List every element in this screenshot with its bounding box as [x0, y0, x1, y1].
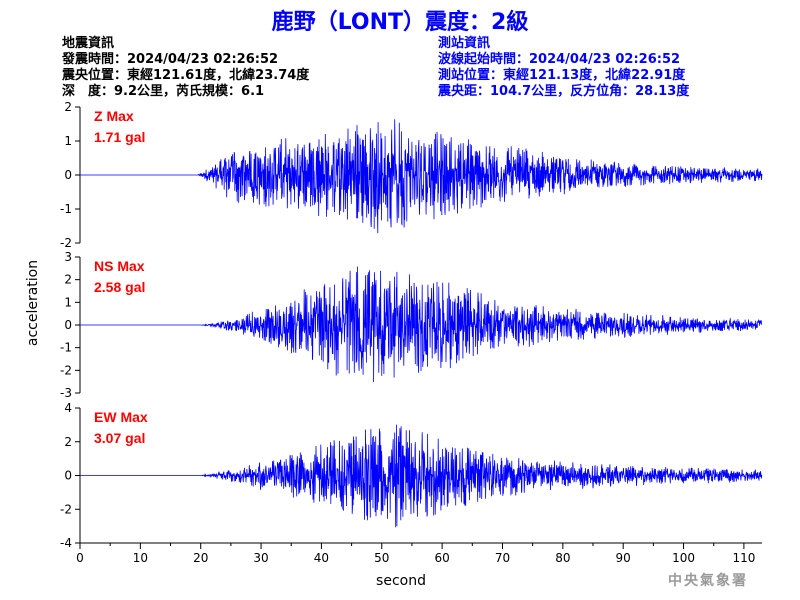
- x-tick-label: 40: [314, 551, 329, 565]
- waveform-trace-z: [80, 119, 763, 234]
- quake-info-block: 地震資訊 發震時間：2024/04/23 02:26:52 震央位置：東經121…: [62, 36, 309, 100]
- chart-title: 鹿野（LONT）震度：2級: [271, 10, 529, 35]
- epicentral-distance: 震央距：104.7公里，反方位角：28.13度: [438, 84, 690, 99]
- y-tick-label-ns: 1: [64, 295, 72, 309]
- y-tick-label-z: -1: [60, 202, 72, 216]
- depth-magnitude: 深 度：9.2公里，芮氏規模：6.1: [62, 84, 265, 99]
- y-tick-label-ew: -4: [60, 536, 72, 550]
- station-info-block: 測站資訊 波線起始時間：2024/04/23 02:26:52 測站位置：東經1…: [438, 36, 689, 100]
- station-info-heading: 測站資訊: [438, 36, 491, 51]
- x-tick-label: 90: [616, 551, 631, 565]
- x-tick-label: 30: [253, 551, 268, 565]
- y-tick-label-ew: 2: [64, 435, 72, 449]
- y-tick-label-ns: 0: [64, 318, 72, 332]
- max-label-ew: EW Max: [94, 409, 148, 425]
- y-tick-label-ns: -2: [60, 363, 72, 377]
- y-axis-label: acceleration: [25, 260, 41, 346]
- y-tick-label-z: 0: [64, 168, 72, 182]
- max-value-ew: 3.07 gal: [94, 430, 145, 446]
- max-value-z: 1.71 gal: [94, 129, 145, 145]
- x-tick-label: 110: [732, 551, 755, 565]
- epicenter-location: 震央位置：東經121.61度，北緯23.74度: [62, 68, 310, 83]
- x-tick-label: 0: [76, 551, 84, 565]
- wave-start-time: 波線起始時間：2024/04/23 02:26:52: [438, 52, 681, 67]
- x-tick-label: 60: [434, 551, 449, 565]
- x-tick-label: 100: [672, 551, 695, 565]
- max-label-z: Z Max: [94, 108, 134, 124]
- origin-time: 發震時間：2024/04/23 02:26:52: [62, 52, 279, 67]
- x-tick-label: 50: [374, 551, 389, 565]
- waveform-trace-ns: [80, 266, 763, 383]
- x-tick-label: 20: [193, 551, 208, 565]
- y-tick-label-ew: 4: [64, 401, 72, 415]
- station-location: 測站位置：東經121.13度，北緯22.91度: [438, 68, 686, 83]
- y-tick-label-z: 2: [64, 100, 72, 114]
- waveform-trace-ew: [80, 424, 763, 528]
- y-tick-label-ns: -1: [60, 341, 72, 355]
- agency-watermark: 中央氣象署: [668, 573, 748, 589]
- y-tick-label-ns: -3: [60, 386, 72, 400]
- y-tick-label-z: -2: [60, 236, 72, 250]
- y-tick-label-ns: 3: [64, 250, 72, 264]
- quake-info-heading: 地震資訊: [62, 36, 115, 51]
- x-tick-label: 10: [133, 551, 148, 565]
- y-tick-label-ew: 0: [64, 469, 72, 483]
- y-tick-label-ew: -2: [60, 502, 72, 516]
- max-value-ns: 2.58 gal: [94, 279, 145, 295]
- y-tick-label-ns: 2: [64, 273, 72, 287]
- y-tick-label-z: 1: [64, 134, 72, 148]
- x-tick-label: 80: [555, 551, 570, 565]
- x-axis-label: second: [376, 573, 426, 589]
- max-label-ns: NS Max: [94, 258, 145, 274]
- x-tick-label: 70: [495, 551, 510, 565]
